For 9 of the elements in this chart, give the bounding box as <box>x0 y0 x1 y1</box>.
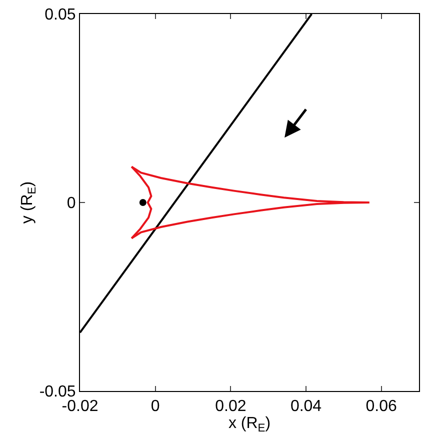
y-tick-label: 0 <box>66 195 76 212</box>
x-tick-label: 0 <box>150 398 160 416</box>
x-axis-title: x (R$_{E}$) <box>228 415 271 435</box>
x-tick-label: 0.02 <box>215 398 246 416</box>
y-tick-label: -0.05 <box>39 384 76 401</box>
x-tick-label: -0.02 <box>62 398 98 416</box>
x-tick-label: 0.06 <box>366 398 397 416</box>
x-tick-label: 0.04 <box>290 398 322 416</box>
y-tick-label: 0.05 <box>44 6 76 24</box>
